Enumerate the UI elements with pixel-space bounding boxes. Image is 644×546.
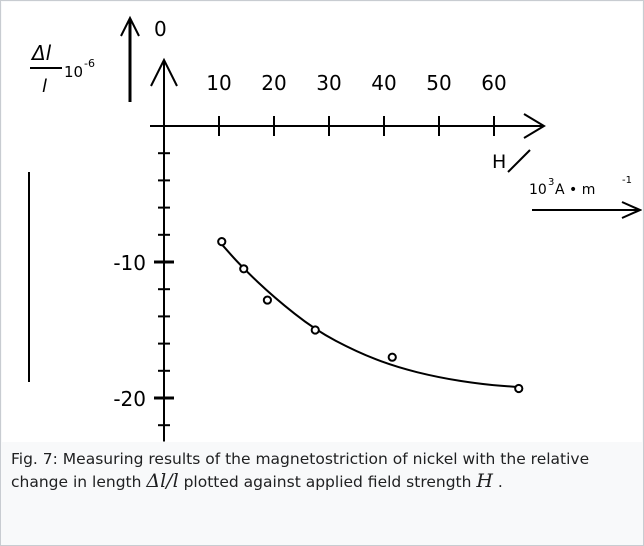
x-label-den-unit-exp: -1 bbox=[622, 175, 632, 186]
x-tick-label-50: 50 bbox=[426, 71, 451, 95]
y-label-factor: 10 bbox=[64, 63, 83, 81]
data-point-5 bbox=[387, 352, 397, 362]
y-label-arrow bbox=[120, 15, 140, 102]
data-point-1 bbox=[217, 237, 227, 247]
x-tick-label-30: 30 bbox=[316, 71, 341, 95]
caption-prefix: Fig. 7: Measuring results of the magneto… bbox=[11, 450, 590, 491]
y-tick-label-20: -20 bbox=[113, 387, 146, 411]
x-label-arrow bbox=[532, 201, 642, 219]
x-label-slash bbox=[507, 149, 531, 173]
plot-area: Δl l 10 -6 0 H 10 3 A • m - bbox=[2, 2, 642, 442]
data-point-3 bbox=[262, 295, 272, 305]
data-point-6 bbox=[514, 383, 524, 394]
x-tick-label-10: 10 bbox=[206, 71, 231, 95]
y-axis-label: Δl l 10 -6 bbox=[30, 41, 95, 97]
y-arrow-label: 0 bbox=[154, 17, 167, 41]
data-point-2 bbox=[239, 264, 249, 274]
y-axis-arrowhead bbox=[150, 57, 178, 87]
x-tick-labels: 10 20 30 40 50 60 bbox=[206, 71, 506, 95]
x-axis-arrowhead bbox=[523, 113, 546, 139]
x-tick-label-20: 20 bbox=[261, 71, 286, 95]
data-point-4 bbox=[310, 325, 320, 335]
x-label-den-prefix: 10 bbox=[529, 182, 547, 198]
x-label-den-exp: 3 bbox=[548, 177, 554, 188]
y-label-numerator: Δl bbox=[30, 41, 52, 65]
chart: Δl l 10 -6 0 H 10 3 A • m - bbox=[28, 15, 642, 442]
y-tick-labels: -10 -20 bbox=[113, 251, 146, 411]
fit-curve bbox=[221, 243, 519, 389]
axes bbox=[150, 62, 546, 442]
x-label-den-unit: A • m bbox=[555, 182, 595, 198]
y-tick-label-10: -10 bbox=[113, 251, 146, 275]
x-tick-label-60: 60 bbox=[481, 71, 506, 95]
fit-layer bbox=[221, 243, 519, 389]
caption-math-h: H bbox=[476, 470, 493, 492]
figure-caption: Fig. 7: Measuring results of the magneto… bbox=[11, 448, 635, 493]
caption-middle: plotted against applied field strength bbox=[178, 473, 477, 491]
y-label-denominator: l bbox=[42, 76, 47, 97]
caption-math-dl: Δl/l bbox=[146, 470, 179, 492]
x-tick-label-40: 40 bbox=[371, 71, 396, 95]
y-label-exponent: -6 bbox=[84, 57, 95, 70]
x-axis-label: H 10 3 A • m -1 bbox=[492, 149, 642, 219]
x-label-numerator: H bbox=[492, 151, 506, 173]
points-layer bbox=[217, 237, 524, 394]
caption-suffix: . bbox=[492, 473, 503, 491]
